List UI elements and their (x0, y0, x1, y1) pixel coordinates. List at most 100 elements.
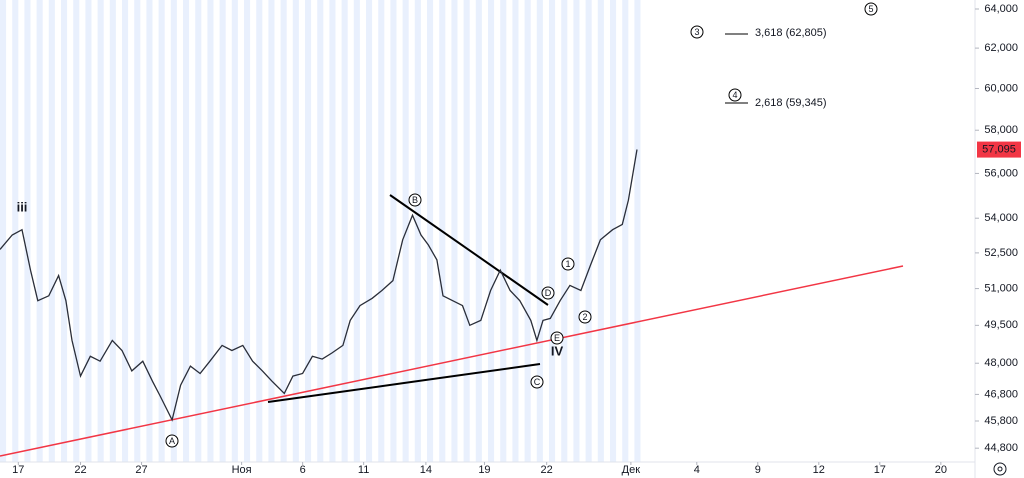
session-stripe (36, 0, 43, 462)
session-stripe (390, 0, 397, 462)
trend-line (389, 194, 549, 306)
session-stripe (0, 0, 7, 462)
wave-label: 2 (582, 312, 587, 322)
session-stripe (414, 0, 421, 462)
x-tick-label: Дек (622, 464, 641, 476)
price-line (0, 149, 638, 422)
session-stripe (158, 0, 165, 462)
fib-label: 2,618 (59,345) (755, 97, 827, 109)
x-tick-label: 14 (420, 464, 432, 476)
session-stripe (183, 0, 190, 462)
session-stripe (427, 0, 434, 462)
session-stripe (170, 0, 177, 462)
wave-circle (165, 434, 179, 448)
x-tick-label: 17 (12, 464, 24, 476)
session-stripe (317, 0, 324, 462)
x-tick-label: 17 (874, 464, 886, 476)
y-tick-label: 64,000 (984, 3, 1018, 15)
settings-icon[interactable] (993, 462, 1007, 476)
x-tick-label: 12 (813, 464, 825, 476)
wave-label: C (534, 377, 541, 387)
session-stripe (207, 0, 214, 462)
y-tick-label: 52,500 (984, 247, 1018, 259)
session-stripe (524, 0, 531, 462)
x-tick-label: 9 (755, 464, 761, 476)
wave-circle (561, 257, 575, 271)
session-stripe (146, 0, 153, 462)
y-tick-label: 49,500 (984, 319, 1018, 331)
session-stripe (329, 0, 336, 462)
session-stripe (244, 0, 251, 462)
wave-label: B (412, 195, 418, 205)
session-stripe (73, 0, 80, 462)
wave-label: 3 (694, 27, 699, 37)
session-stripe (97, 0, 104, 462)
session-stripe (451, 0, 458, 462)
session-stripe (597, 0, 604, 462)
wave-label: 4 (732, 90, 737, 100)
last-price-box (977, 141, 1021, 158)
trend-line (267, 363, 541, 403)
x-tick-label: 27 (135, 464, 147, 476)
session-stripe (219, 0, 226, 462)
session-stripe (549, 0, 556, 462)
wave-label: IV (551, 343, 564, 358)
y-tick-label: 58,000 (984, 124, 1018, 136)
wave-label: A (169, 436, 175, 446)
wave-circle (550, 331, 564, 345)
session-stripe (61, 0, 68, 462)
y-tick-label: 56,000 (984, 167, 1018, 179)
wave-circle (578, 310, 592, 324)
session-stripe (256, 0, 263, 462)
session-stripe (610, 0, 617, 462)
x-tick-label: 20 (935, 464, 947, 476)
session-stripe (500, 0, 507, 462)
y-tick-label: 44,800 (984, 442, 1018, 454)
trend-line (0, 265, 904, 457)
wave-label: 1 (565, 259, 570, 269)
wave-circle (541, 286, 555, 300)
settings-icon-center (997, 466, 1003, 472)
session-stripe (634, 0, 641, 462)
x-tick-label: 19 (478, 464, 490, 476)
session-stripe (561, 0, 568, 462)
wave-circle (690, 25, 704, 39)
y-tick-label: 46,800 (984, 388, 1018, 400)
x-tick-label: 4 (694, 464, 700, 476)
y-tick-label: 62,000 (984, 42, 1018, 54)
session-stripe (280, 0, 287, 462)
session-stripe (122, 0, 129, 462)
x-tick-label: 22 (74, 464, 86, 476)
last-price-label: 57,095 (982, 143, 1016, 155)
y-tick-label: 48,000 (984, 357, 1018, 369)
session-stripe (585, 0, 592, 462)
session-stripe (231, 0, 238, 462)
session-stripe (48, 0, 55, 462)
x-tick-label: 6 (300, 464, 306, 476)
session-stripe (268, 0, 275, 462)
session-stripe (573, 0, 580, 462)
session-stripe (12, 0, 19, 462)
session-stripe (366, 0, 373, 462)
x-tick-label: 22 (541, 464, 553, 476)
session-stripe (488, 0, 495, 462)
y-tick-label: 54,000 (984, 212, 1018, 224)
session-stripe (536, 0, 543, 462)
session-stripe (622, 0, 629, 462)
session-stripe (475, 0, 482, 462)
wave-label: D (545, 288, 552, 298)
wave-circle (408, 193, 422, 207)
session-stripe (292, 0, 299, 462)
session-stripe (512, 0, 519, 462)
session-stripe (305, 0, 312, 462)
wave-circle (864, 2, 878, 16)
wave-label: 5 (868, 4, 873, 14)
session-stripe (463, 0, 470, 462)
wave-label: iii (17, 199, 28, 214)
x-tick-label: 11 (358, 464, 369, 476)
x-tick-label: Ноя (232, 464, 252, 476)
session-stripe (109, 0, 116, 462)
wave-circle (530, 375, 544, 389)
session-stripe (134, 0, 141, 462)
